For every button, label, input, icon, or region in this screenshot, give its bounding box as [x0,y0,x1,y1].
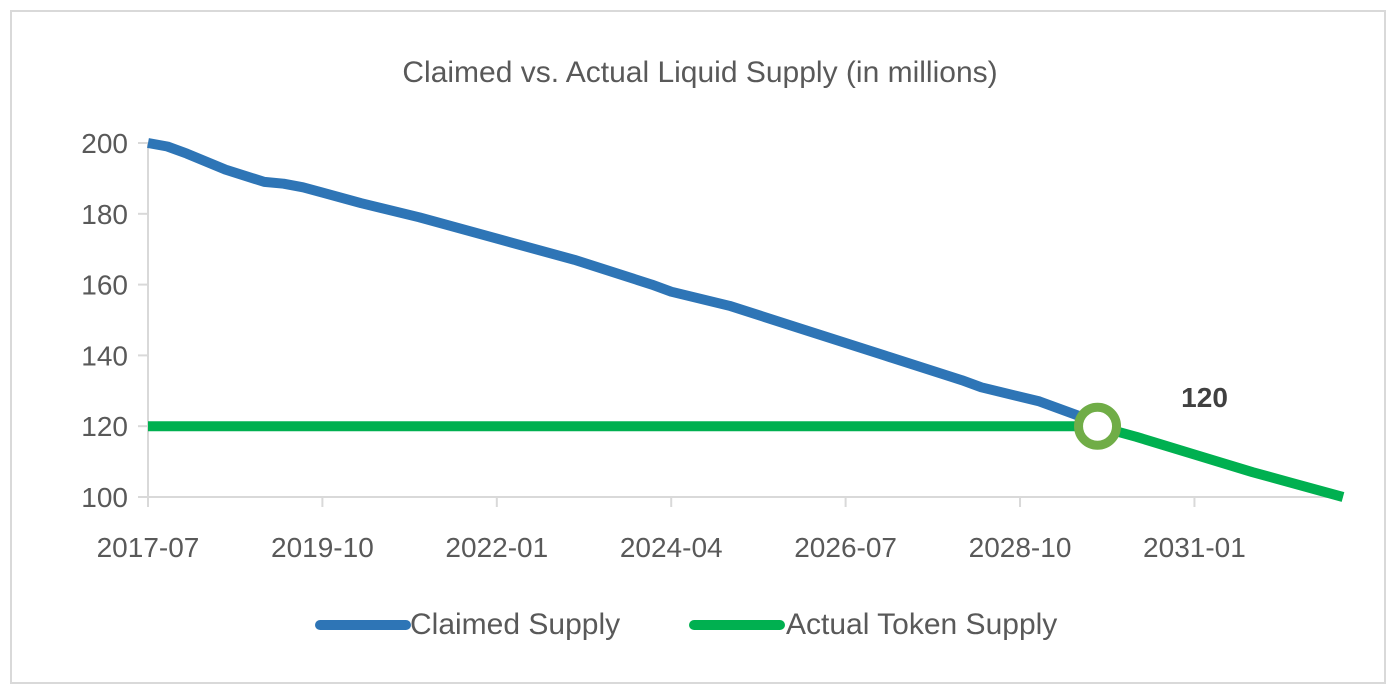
y-tick-label: 160 [81,270,128,301]
chart-title: Claimed vs. Actual Liquid Supply (in mil… [402,56,997,89]
x-tick-label: 2028-10 [969,532,1072,563]
annotation-layer: 120 [1074,382,1228,450]
x-tick-label: 2024-04 [620,532,723,563]
legend: Claimed Supply Actual Token Supply [315,608,1057,641]
chart-frame [10,10,1386,684]
x-tick-label: 2031-01 [1143,532,1246,563]
y-tick-label: 120 [81,411,128,442]
legend-label: Actual Token Supply [786,608,1057,641]
x-tick-label: 2026-07 [794,532,897,563]
y-tick-label: 140 [81,340,128,371]
series-line [148,421,1345,502]
axes: 100 120 140 160 180 200 2017-07 2019-10 2022-01 2… [81,128,1343,563]
x-tick-label: 2017-07 [97,532,200,563]
series-line [147,138,1100,428]
x-tick-label: 2022-01 [445,532,548,563]
data-label: 120 [1181,382,1228,413]
x-tick-label: 2019-10 [271,532,374,563]
y-tick-label: 200 [81,128,128,159]
series-layer [147,138,1345,502]
legend-label: Claimed Supply [410,608,620,641]
y-tick-label: 180 [81,199,128,230]
intersection-marker [1074,402,1122,450]
y-tick-label: 100 [81,482,128,513]
